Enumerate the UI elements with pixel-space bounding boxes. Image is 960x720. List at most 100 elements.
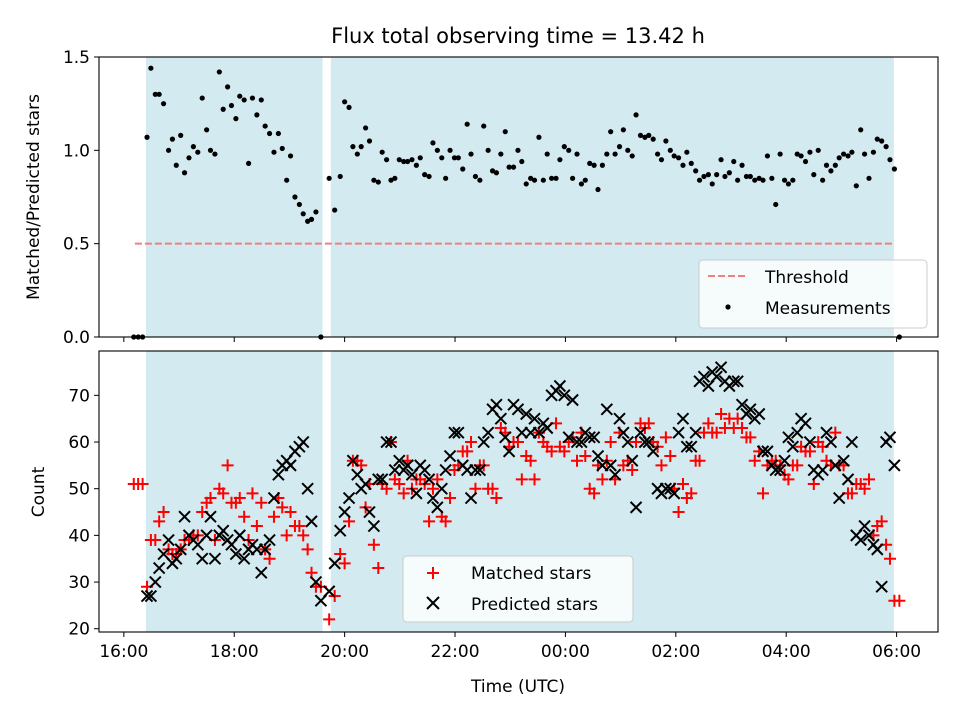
measurement-point xyxy=(599,162,606,168)
measurement-point xyxy=(181,170,188,176)
predicted-star-point xyxy=(363,505,376,519)
measurement-point xyxy=(553,175,559,181)
measurement-point xyxy=(743,173,750,180)
measurement-point xyxy=(287,153,294,159)
matched-star-point xyxy=(439,515,452,528)
matched-legend-label: Matched stars xyxy=(471,564,591,584)
matched-star-point xyxy=(136,478,149,491)
measurement-point xyxy=(773,201,779,208)
predicted-star-point xyxy=(305,515,318,528)
predicted-star-point xyxy=(334,524,347,537)
measurements-series xyxy=(131,65,902,340)
measurement-point xyxy=(388,177,394,183)
measurement-point xyxy=(760,177,766,183)
top-y-axis-label: Matched/Predicted stars xyxy=(24,94,44,300)
predicted-star-point xyxy=(511,403,525,416)
predicted-star-point xyxy=(888,459,901,472)
matched-star-point xyxy=(217,487,230,500)
measurement-point xyxy=(849,149,855,155)
measurement-point xyxy=(156,91,162,97)
matched-star-point xyxy=(267,510,280,523)
matched-star-point xyxy=(490,492,503,505)
y-tick-label: 20 xyxy=(68,620,90,640)
predicted-star-point xyxy=(600,403,614,416)
matched-star-point xyxy=(588,487,601,500)
predicted-star-point xyxy=(608,468,622,481)
predicted-star-point xyxy=(464,491,478,505)
matched-star-point xyxy=(736,422,749,435)
bottom-y-ticks: 20 30 40 50 60 70 xyxy=(68,386,99,640)
y-tick-label: 0.0 xyxy=(63,328,90,348)
measurement-point xyxy=(515,147,521,153)
predicted-star-point xyxy=(328,557,341,570)
predicted-star-point xyxy=(697,370,711,383)
matched-star-point xyxy=(323,613,336,626)
predicted-star-point xyxy=(604,459,617,472)
measurement-point xyxy=(279,145,285,152)
matched-star-point xyxy=(757,487,770,500)
measurement-point xyxy=(434,147,440,153)
predicted-star-point xyxy=(799,417,812,430)
top-axes-frame xyxy=(98,56,939,338)
measurement-point xyxy=(493,170,500,176)
matched-star-point xyxy=(863,473,876,486)
measurement-point xyxy=(510,164,517,170)
measurement-point xyxy=(781,177,788,183)
predicted-star-point xyxy=(528,412,541,425)
measurement-point xyxy=(777,151,783,157)
predicted-stars-series xyxy=(140,361,901,607)
predicted-legend-label: Predicted stars xyxy=(471,595,598,615)
measurement-point xyxy=(807,149,813,155)
matched-star-point xyxy=(367,538,380,551)
measurement-point xyxy=(379,149,385,155)
predicted-star-point xyxy=(816,463,829,477)
measurement-point xyxy=(616,144,623,150)
measurement-point xyxy=(604,151,610,157)
measurement-point xyxy=(392,175,398,181)
predicted-star-point xyxy=(297,435,310,449)
measurement-point xyxy=(811,172,817,178)
measurement-point xyxy=(794,151,800,157)
matched-star-point xyxy=(715,408,728,421)
measurement-point xyxy=(363,125,369,131)
predicted-star-point xyxy=(566,393,579,407)
matched-star-point xyxy=(276,501,289,514)
measurement-point xyxy=(620,127,626,133)
measurement-point xyxy=(798,153,804,159)
x-tick-label: 20:00 xyxy=(320,642,369,662)
predicted-star-point xyxy=(735,398,749,411)
measurement-point xyxy=(861,151,868,157)
matched-star-point xyxy=(280,529,293,542)
measurement-point xyxy=(696,177,703,183)
measurement-point xyxy=(714,172,720,178)
measurement-point xyxy=(595,186,601,193)
predicted-star-point xyxy=(667,487,681,500)
predicted-star-point xyxy=(520,407,533,421)
predicted-star-point xyxy=(727,375,740,388)
predicted-star-point xyxy=(200,529,213,542)
predicted-star-point xyxy=(494,412,508,425)
predicted-star-point xyxy=(152,561,166,575)
predicted-star-point xyxy=(263,533,276,547)
measurement-point xyxy=(152,91,158,97)
matched-star-point xyxy=(301,543,314,556)
measurement-point xyxy=(422,172,428,178)
matched-star-point xyxy=(685,487,698,500)
top-legend-box xyxy=(698,259,928,329)
x-tick-label: 18:00 xyxy=(210,642,259,662)
predicted-star-point xyxy=(267,491,281,505)
predicted-star-point xyxy=(384,435,398,449)
predicted-star-point xyxy=(752,407,766,421)
top-panel: 0.0 0.5 1.0 1.5 Matched/Predicted stars Thr… xyxy=(24,48,939,348)
predicted-star-point xyxy=(452,426,465,439)
measurement-point xyxy=(557,157,563,163)
measurement-point xyxy=(544,151,550,157)
measurement-point xyxy=(701,173,707,180)
measurement-point xyxy=(528,175,534,181)
matched-star-point xyxy=(204,492,217,505)
predicted-star-point xyxy=(786,440,800,453)
predicted-star-point xyxy=(854,533,867,547)
measurement-point xyxy=(178,132,184,138)
measurement-point xyxy=(485,147,491,153)
matched-star-point xyxy=(461,445,474,458)
